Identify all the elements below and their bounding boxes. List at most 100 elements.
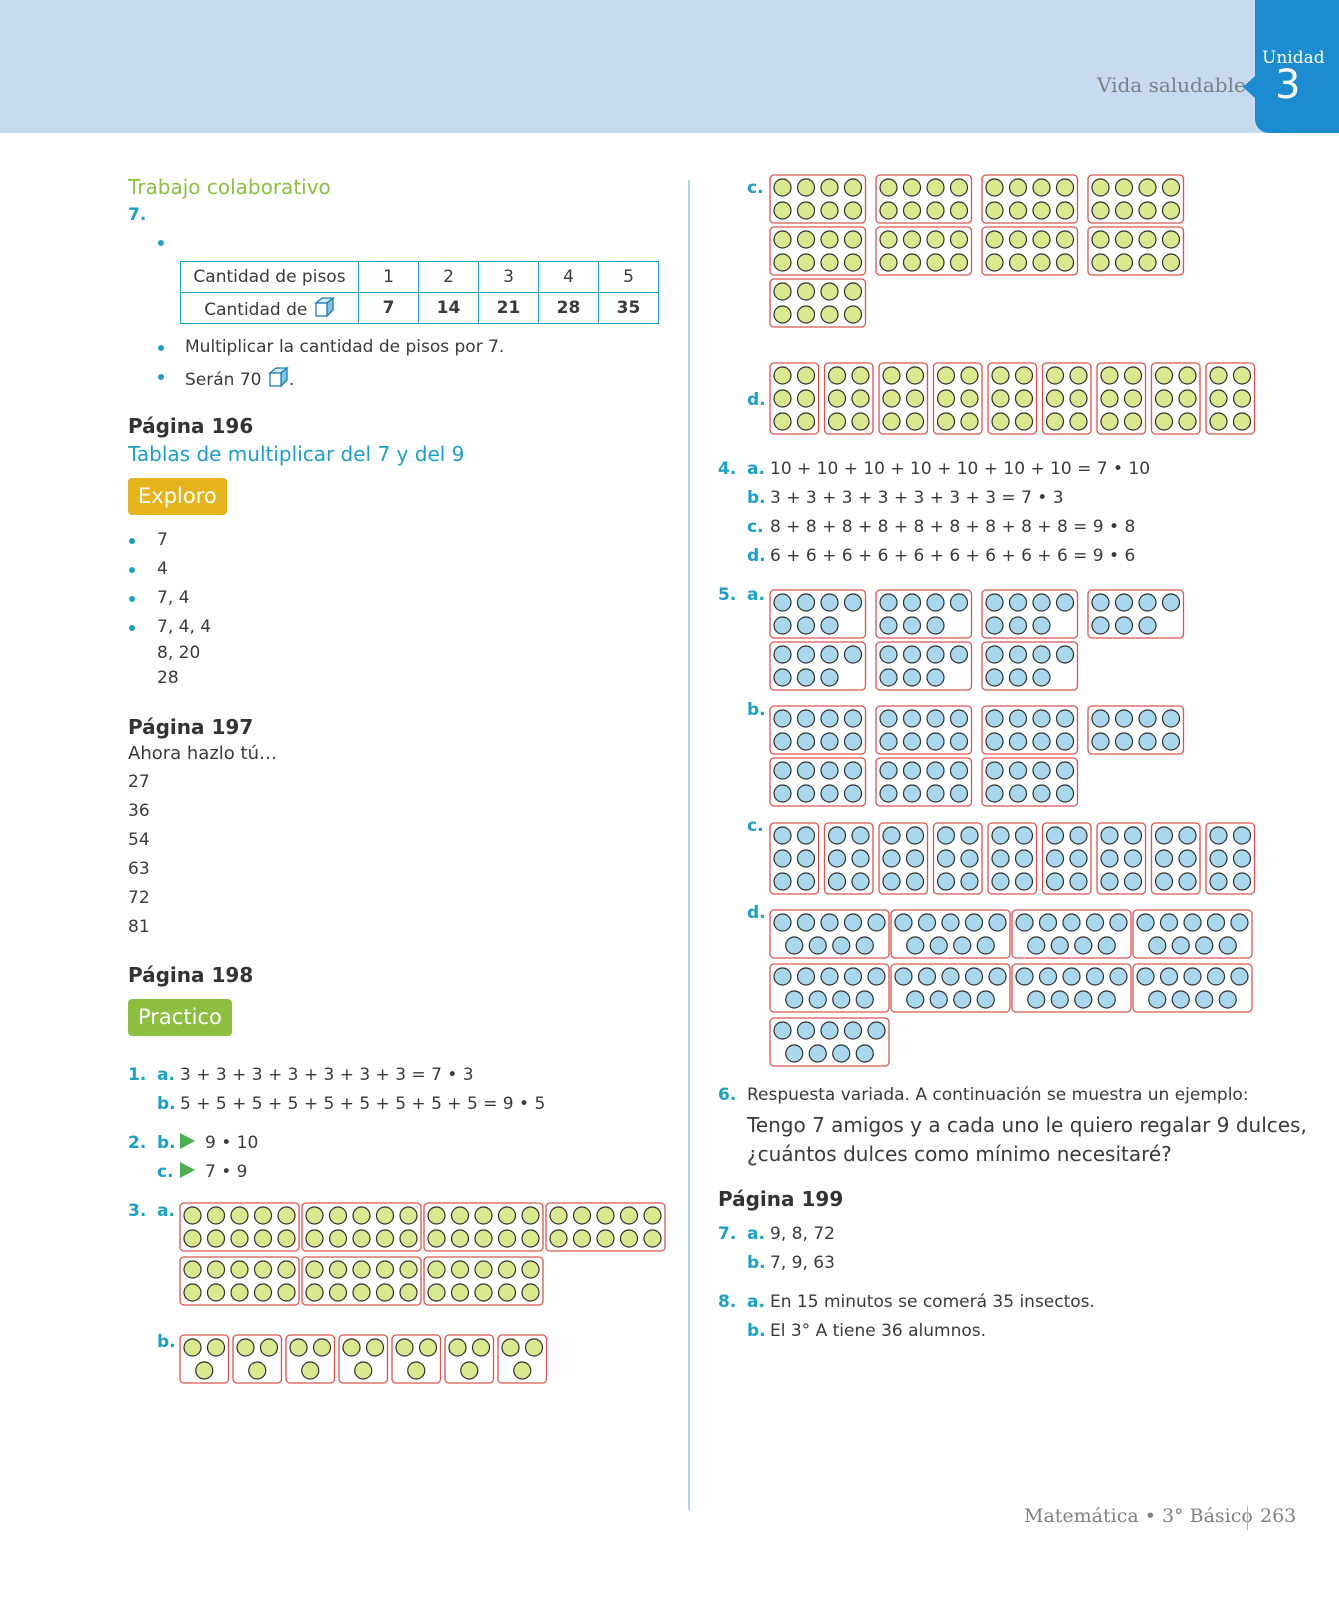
counter-circle: [879, 253, 898, 272]
counter-circle: [820, 593, 839, 612]
table-cell: 5: [598, 261, 659, 293]
counter-circle: [549, 1206, 568, 1225]
counter-circle: [1230, 913, 1249, 932]
q5-number: 5.: [718, 585, 737, 605]
exploro-badge: Exploro: [128, 478, 227, 515]
page-196-heading: Página 196: [128, 414, 254, 438]
counter-circle: [1055, 593, 1075, 612]
q1b-answer: 5 + 5 + 5 + 5 + 5 + 5 + 5 + 5 + 5 = 9 • …: [180, 1094, 546, 1114]
counter-circle: [949, 732, 969, 751]
counter-circle: [827, 412, 847, 431]
counter-circle: [277, 1229, 296, 1248]
counter-circle: [1055, 201, 1075, 220]
counter-circle: [399, 1260, 418, 1279]
counter-circle: [820, 668, 839, 687]
counter-circle: [949, 761, 969, 780]
counter-circle: [474, 1206, 493, 1225]
list-item: 7: [157, 530, 168, 550]
counter-circle: [960, 826, 979, 845]
counter-circle: [1232, 826, 1252, 845]
list-item: 4: [157, 559, 168, 579]
list-item: 27: [128, 772, 150, 792]
counter-circle: [773, 305, 792, 324]
counter-circle: [399, 1229, 418, 1248]
counter-circle: [905, 849, 925, 868]
counter-circle: [375, 1206, 395, 1225]
counter-circle: [1138, 230, 1157, 249]
counter-circle: [796, 732, 816, 751]
counter-circle: [843, 230, 863, 249]
counter-circle: [843, 253, 863, 272]
counter-box: [875, 705, 973, 755]
counter-circle: [1045, 366, 1065, 385]
counter-circle: [808, 936, 827, 955]
counter-circle: [905, 412, 925, 431]
item-7-number: 7.: [128, 205, 147, 225]
counter-circle: [964, 913, 984, 932]
counter-circle: [832, 936, 851, 955]
counter-circle: [926, 616, 945, 635]
counter-circle: [1232, 389, 1252, 408]
counter-circle: [1154, 872, 1174, 891]
counter-circle: [1008, 178, 1028, 197]
table-cell: 4: [538, 261, 599, 293]
q8-number: 8.: [718, 1292, 737, 1312]
list-item: 8, 20: [157, 643, 201, 663]
counter-circle: [796, 305, 816, 324]
q3b-counters: [179, 1334, 548, 1384]
counter-circle: [926, 253, 945, 272]
q3d-counters: [769, 362, 1256, 435]
counter-circle: [773, 412, 792, 431]
counter-circle: [985, 645, 1004, 664]
counter-circle: [1008, 201, 1028, 220]
q3c-label: c.: [747, 178, 764, 198]
counter-circle: [236, 1338, 255, 1357]
counter-circle: [352, 1206, 371, 1225]
counter-circle: [843, 178, 863, 197]
q2b-label: b.: [157, 1133, 176, 1153]
counter-circle: [867, 967, 886, 986]
counter-circle: [820, 230, 839, 249]
counter-circle: [773, 849, 792, 868]
page-197-heading: Página 197: [128, 715, 254, 739]
counter-circle: [941, 967, 960, 986]
counter-circle: [926, 784, 945, 803]
counter-circle: [988, 913, 1007, 932]
counter-circle: [1032, 201, 1051, 220]
counter-circle: [796, 389, 816, 408]
counter-circle: [773, 201, 792, 220]
counter-box: [875, 589, 973, 639]
counter-circle: [820, 967, 839, 986]
table-row: Cantidad de pisos 1 2 3 4 5: [180, 261, 659, 293]
counter-circle: [1100, 849, 1119, 868]
counter-circle: [820, 645, 839, 664]
q4b-label: b.: [747, 488, 766, 508]
counter-circle: [785, 936, 804, 955]
counter-circle: [949, 253, 969, 272]
counter-circle: [796, 913, 816, 932]
counter-circle: [949, 645, 969, 664]
counter-circle: [879, 732, 898, 751]
q8a-label: a.: [747, 1292, 765, 1312]
counter-circle: [1195, 990, 1214, 1009]
counter-circle: [843, 913, 863, 932]
counter-circle: [1161, 178, 1181, 197]
table-cell: 14: [418, 292, 479, 324]
q5b-counters: [769, 705, 1185, 807]
q7b-answer: 7, 9, 63: [770, 1253, 835, 1273]
counter-circle: [796, 366, 816, 385]
counter-circle: [985, 178, 1004, 197]
counter-circle: [991, 872, 1010, 891]
counter-circle: [879, 709, 898, 728]
counter-circle: [1014, 826, 1034, 845]
counter-circle: [230, 1206, 249, 1225]
counter-circle: [991, 366, 1010, 385]
counter-circle: [773, 253, 792, 272]
counter-circle: [1091, 616, 1110, 635]
list-item: Multiplicar la cantidad de pisos por 7.: [185, 337, 505, 357]
counter-circle: [949, 593, 969, 612]
counter-circle: [1055, 709, 1075, 728]
table-cell: 21: [478, 292, 539, 324]
footer-subject: Matemática • 3° Básico: [1024, 1505, 1253, 1527]
counter-circle: [796, 849, 816, 868]
